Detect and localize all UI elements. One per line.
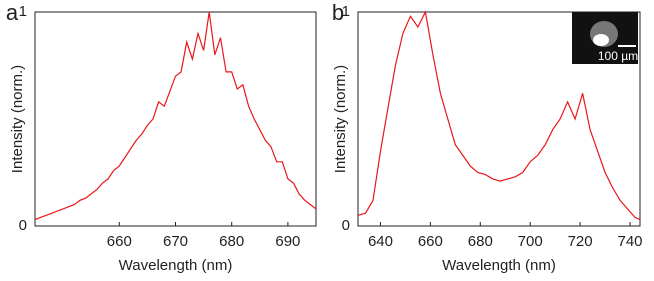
panel-label: b	[332, 0, 344, 25]
x-tick-label: 740	[618, 233, 643, 250]
x-tick-label: 700	[518, 233, 543, 250]
x-tick-label: 660	[418, 233, 443, 250]
spectrum-line	[34, 11, 317, 221]
spectrum-line	[357, 10, 641, 221]
x-axis-label: Wavelength (nm)	[119, 257, 233, 274]
y-axis-label: Intensity (norm.)	[332, 65, 349, 173]
y-tick-label: 0	[19, 217, 27, 234]
x-tick-label: 680	[468, 233, 493, 250]
x-tick-label: 690	[275, 233, 300, 250]
y-axis-label: Intensity (norm.)	[9, 65, 26, 173]
x-axis-label: Wavelength (nm)	[442, 257, 556, 274]
x-tick-label: 680	[219, 233, 244, 250]
y-tick-label: 1	[342, 3, 350, 20]
x-tick-label: 670	[163, 233, 188, 250]
scale-bar-label: 100 µm	[598, 49, 638, 63]
x-tick-label: 660	[107, 233, 132, 250]
y-tick-label: 1	[19, 3, 27, 20]
panel-label: a	[6, 0, 19, 25]
plot-frame	[357, 11, 641, 227]
x-tick-label: 640	[368, 233, 393, 250]
plot-frame	[34, 11, 317, 227]
y-tick-label: 0	[342, 217, 350, 234]
x-tick-label: 720	[568, 233, 593, 250]
inset-image	[572, 12, 638, 64]
